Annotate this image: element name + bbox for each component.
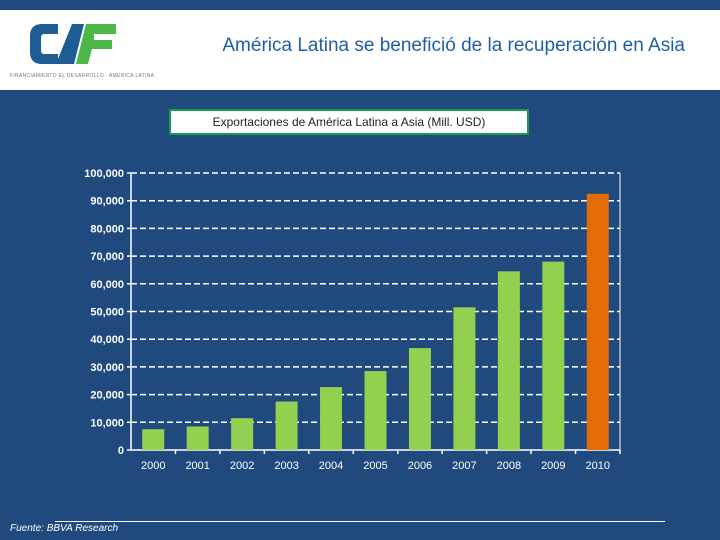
x-tick-label: 2005 [363,460,387,472]
source-note: Fuente: BBVA Research [10,523,119,534]
x-tick-label: 2002 [230,460,254,472]
x-tick-label: 2008 [497,460,521,472]
bar-2004 [320,387,343,450]
x-tick-label: 2001 [185,460,209,472]
logo-tagline: FINANCIAMIENTO EL DESARROLLO · AMÉRICA L… [10,73,155,79]
x-tick-label: 2004 [319,460,343,472]
bar-2003 [275,401,298,450]
bar-2001 [186,426,209,450]
bar-2000 [142,429,165,450]
y-tick-label: 20,000 [90,390,124,402]
x-tick-label: 2000 [141,460,165,472]
y-tick-label: 80,000 [90,223,124,235]
bar-2010 [586,193,609,450]
x-tick-label: 2009 [541,460,565,472]
y-tick-label: 10,000 [90,417,124,429]
footer-divider [55,521,665,522]
x-tick-label: 2010 [586,460,610,472]
page-title: América Latina se benefició de la recupe… [222,35,685,56]
x-tick-label: 2003 [274,460,298,472]
header-band: FINANCIAMIENTO EL DESARROLLO · AMÉRICA L… [0,10,720,90]
y-tick-label: 0 [118,445,124,457]
bar-2009 [542,261,565,450]
x-tick-label: 2006 [408,460,432,472]
chart-title: Exportaciones de América Latina a Asia (… [169,109,529,135]
bar-2006 [408,348,431,450]
bar-2005 [364,371,387,450]
bar-2002 [231,418,254,450]
y-tick-label: 60,000 [90,279,124,291]
y-tick-label: 90,000 [90,196,124,208]
caf-logo [30,24,116,64]
y-tick-label: 100,000 [84,168,124,180]
y-tick-label: 70,000 [90,251,124,263]
x-tick-label: 2007 [452,460,476,472]
bar-2007 [453,307,476,450]
y-tick-label: 30,000 [90,362,124,374]
y-tick-label: 40,000 [90,334,124,346]
bar-2008 [497,271,520,450]
y-tick-label: 50,000 [90,307,124,319]
